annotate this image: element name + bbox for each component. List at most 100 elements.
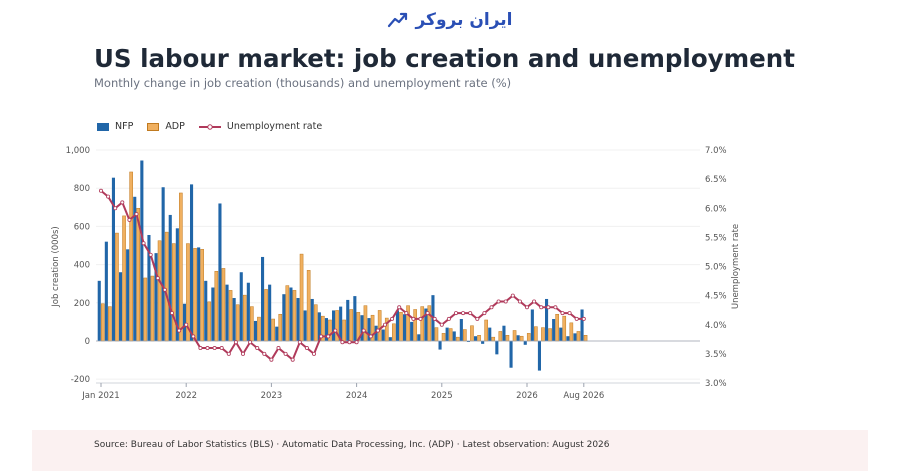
source-footer: Source: Bureau of Labor Statistics (BLS)… [32,430,868,471]
nfp-bar [552,319,556,341]
unemployment-point [375,328,380,333]
nfp-bar [459,319,463,341]
unemployment-point [439,322,444,327]
legend-item-unemployment: Unemployment rate [198,121,322,132]
nfp-bar [438,340,442,350]
adp-bar [242,294,247,342]
adp-bar [179,192,183,342]
nfp-bar [204,280,208,341]
unemployment-point [525,305,530,310]
adp-bar [221,268,226,342]
nfp-bar [282,294,286,341]
unemployment-point [319,334,324,339]
adp-bar [562,315,567,342]
adp-bar [399,312,403,342]
unemployment-point [482,311,487,316]
nfp-bar [211,287,215,341]
adp-bar [519,335,524,342]
unemployment-point [333,328,338,333]
job-creation-chart: -200 0 200 400 600 800 1,000 3.0% 3.5% 4.0% 4.5% 5.… [51,146,741,401]
unemployment-point [354,340,359,345]
legend-swatch-nfp [97,122,109,131]
nfp-bar [190,184,194,341]
adp-bar [108,306,112,342]
nfp-bar [332,310,336,341]
adp-bar [583,335,588,342]
legend-label-adp: ADP [165,121,185,132]
nfp-bar [104,241,108,341]
adp-bar [498,331,503,342]
adp-bar [484,319,488,342]
adp-bar [526,333,531,342]
unemployment-point [418,316,423,321]
unemployment-point [446,316,451,321]
adp-bar [228,290,233,342]
adp-bar [306,270,311,342]
brand-logo: ایران بروکر [0,10,900,30]
unemployment-point [539,305,544,310]
adp-bar [342,319,346,342]
adp-bar [157,240,162,342]
nfp-bar [232,298,236,341]
y2-axis-title: Unemployment rate [731,224,741,309]
unemployment-point [368,334,373,339]
adp-bar [555,313,559,342]
x-tick-label: Jan 2021 [81,391,119,401]
unemployment-point [283,351,288,356]
unemployment-point [120,200,125,205]
adp-bar [264,289,268,342]
unemployment-point [503,299,508,304]
y-axis-title: Job creation (000s) [51,226,61,308]
brand-name: ایران بروکر [415,10,513,30]
adp-bar [463,329,467,342]
nfp-bar [545,298,549,341]
unemployment-point [382,322,387,327]
unemployment-point [290,357,295,362]
x-tick-label: 2024 [346,391,368,401]
unemployment-point [155,276,160,281]
x-tick-label: 2022 [175,391,197,401]
adp-bar [349,309,354,342]
adp-bar [207,301,212,342]
adp-bar [150,275,155,342]
nfp-bar [424,308,428,341]
unemployment-point [240,351,245,356]
adp-bar [115,232,119,342]
unemployment-point [461,311,466,316]
nfp-bar [339,306,343,341]
y-tick-label: -200 [71,375,90,385]
adp-bar [541,327,545,342]
unemployment-point [574,316,579,321]
adp-bar [470,325,474,342]
nfp-bar [253,320,257,341]
unemployment-point [106,194,111,199]
nfp-bar [537,340,541,371]
nfp-bar [161,187,165,341]
adp-bar [441,333,446,342]
nfp-bar [516,335,520,341]
adp-bar [420,306,425,342]
unemployment-point [255,346,260,351]
unemployment-point [510,293,515,298]
adp-bar [164,231,169,342]
y2-tick-label: 5.5% [705,233,727,243]
adp-bar [235,304,240,342]
unemployment-point [546,305,551,310]
x-tick-label: 2025 [431,391,453,401]
unemployment-point [425,311,430,316]
adp-bar [299,253,304,342]
nfp-bar [530,309,534,341]
unemployment-point [304,346,309,351]
legend-item-nfp: NFP [97,121,133,132]
unemployment-point [390,316,395,321]
nfp-bar [133,196,137,341]
adp-bar [363,305,368,342]
adp-bar [257,316,261,342]
unemployment-point [532,299,537,304]
adp-bar [292,290,297,342]
nfp-bar [488,327,492,341]
legend-swatch-unemployment [198,123,221,130]
nfp-bar [126,249,130,341]
nfp-bar [346,299,350,341]
nfp-bar [566,336,570,341]
